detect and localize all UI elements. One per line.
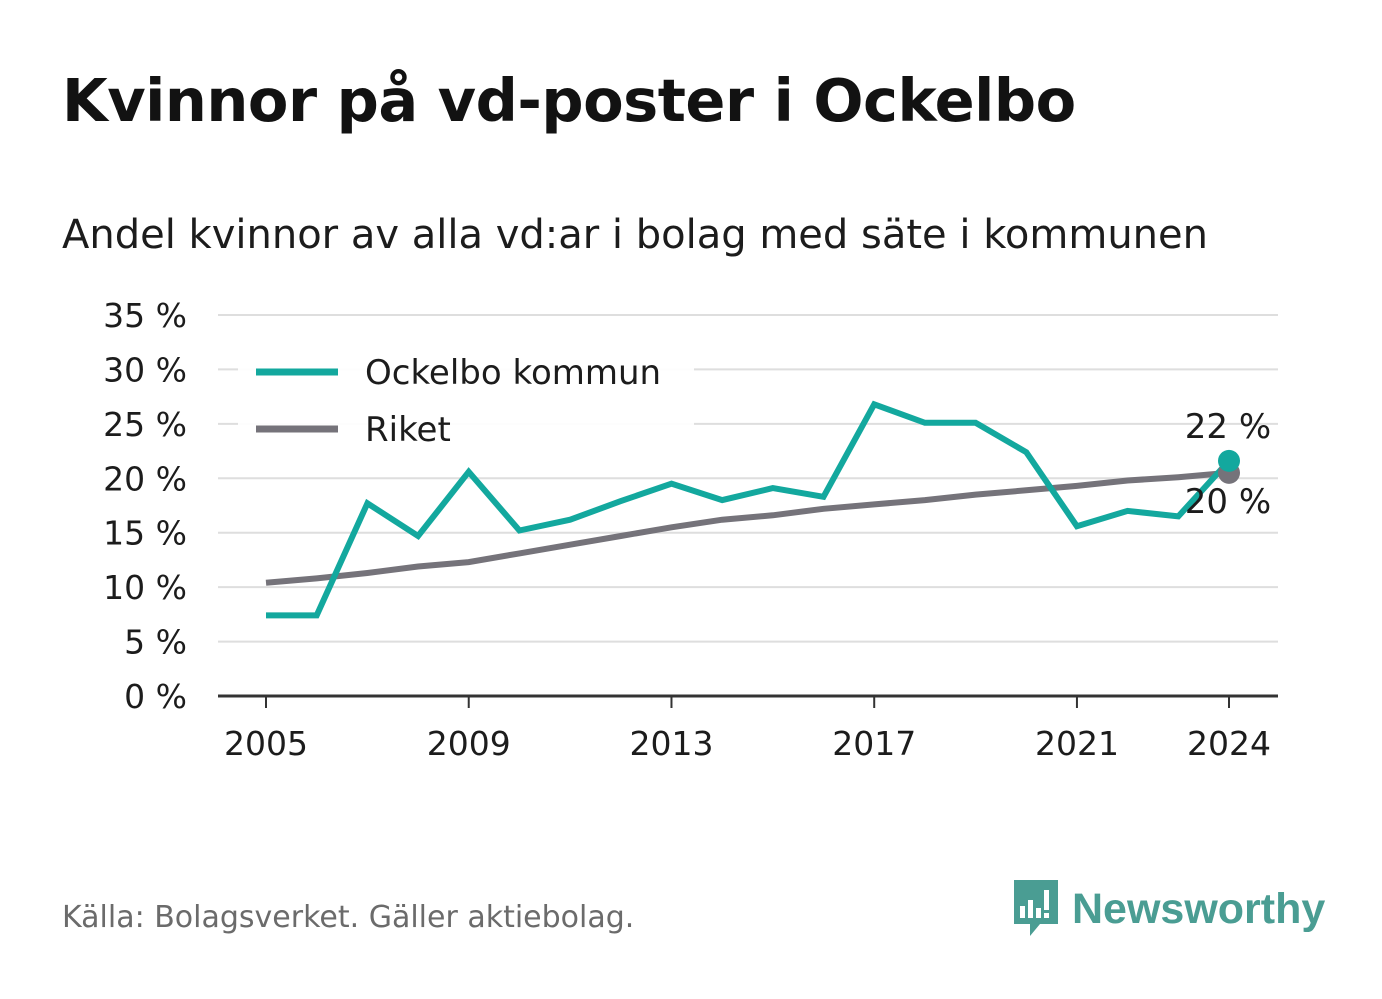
legend: Ockelbo kommun Riket: [238, 346, 694, 458]
series-end-marker-ockelbo: [1218, 449, 1240, 472]
x-tick-label: 2024: [1187, 724, 1271, 763]
y-axis: 0 % 5 % 10 % 15 % 20 % 25 % 30 % 35 %: [103, 296, 187, 716]
source-note: Källa: Bolagsverket. Gäller aktiebolag.: [62, 900, 635, 935]
y-tick-label: 20 %: [103, 459, 187, 498]
y-tick-label: 35 %: [103, 296, 187, 335]
newsworthy-logo-icon: [1014, 880, 1058, 936]
y-tick-label: 10 %: [103, 568, 187, 607]
chart-subtitle: Andel kvinnor av alla vd:ar i bolag med …: [62, 212, 1208, 258]
y-tick-label: 25 %: [103, 405, 187, 444]
series-lines: [265, 400, 1240, 619]
end-labels: 22 % 20 %: [1185, 407, 1271, 522]
y-tick-label: 15 %: [103, 514, 187, 553]
legend-label: Ockelbo kommun: [365, 353, 661, 393]
brand-name: Newsworthy: [1072, 884, 1326, 933]
y-tick-label: 30 %: [103, 350, 187, 389]
x-tick-label: 2021: [1035, 724, 1119, 763]
series-line-ockelbo: [266, 400, 1232, 619]
line-chart: 0 %5 %10 %15 %20 %25 %30 %35 % 2005 2009 2…: [103, 296, 1278, 763]
brand-logo: Newsworthy: [1010, 878, 1325, 940]
series-line-riket: [265, 469, 1230, 586]
end-label-ockelbo: 22 %: [1185, 407, 1271, 447]
x-tick-label: 2013: [629, 724, 713, 763]
x-tick-label: 2017: [832, 724, 916, 763]
chart-title: Kvinnor på vd-poster i Ockelbo: [62, 66, 1076, 135]
x-axis: 2005 2009 2013 2017 2021 2024: [218, 694, 1278, 763]
legend-label: Riket: [365, 410, 451, 450]
legend-background: [238, 346, 694, 458]
x-tick-label: 2005: [224, 724, 308, 763]
end-label-riket: 20 %: [1185, 482, 1271, 522]
y-tick-label: 0 %: [124, 677, 187, 716]
y-tick-label: 5 %: [124, 623, 187, 662]
x-tick-label: 2009: [427, 724, 511, 763]
